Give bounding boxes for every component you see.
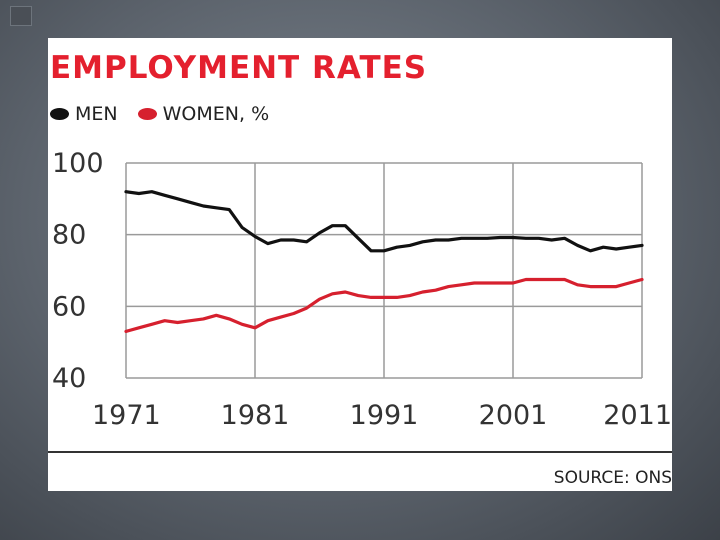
source-note: SOURCE: ONS [553, 468, 672, 488]
x-tick-label: 2001 [479, 400, 548, 431]
legend-label-women: WOMEN [162, 103, 239, 125]
y-tick-label: 100 [52, 148, 104, 179]
series-line-women [124, 277, 644, 333]
y-tick-label: 40 [52, 363, 86, 394]
slide-corner-marker [10, 6, 32, 26]
legend-dot-men [50, 108, 69, 120]
x-tick-label: 2011 [603, 400, 672, 431]
source-divider [48, 451, 672, 453]
series-line-men [124, 190, 644, 253]
chart-card: EMPLOYMENT RATES MEN WOMEN, % 100 80 60 40 1… [48, 38, 672, 491]
x-tick-label: 1991 [350, 400, 419, 431]
y-tick-label: 60 [52, 291, 86, 322]
x-tick-label: 1981 [221, 400, 290, 431]
chart-title: EMPLOYMENT RATES [50, 50, 428, 86]
legend-dot-women [137, 108, 157, 120]
x-tick-label: 1971 [92, 400, 161, 431]
legend-label-men: MEN [75, 103, 118, 125]
y-tick-label: 80 [52, 220, 86, 251]
legend-unit: , % [238, 103, 270, 125]
legend: MEN WOMEN, % [50, 102, 269, 126]
